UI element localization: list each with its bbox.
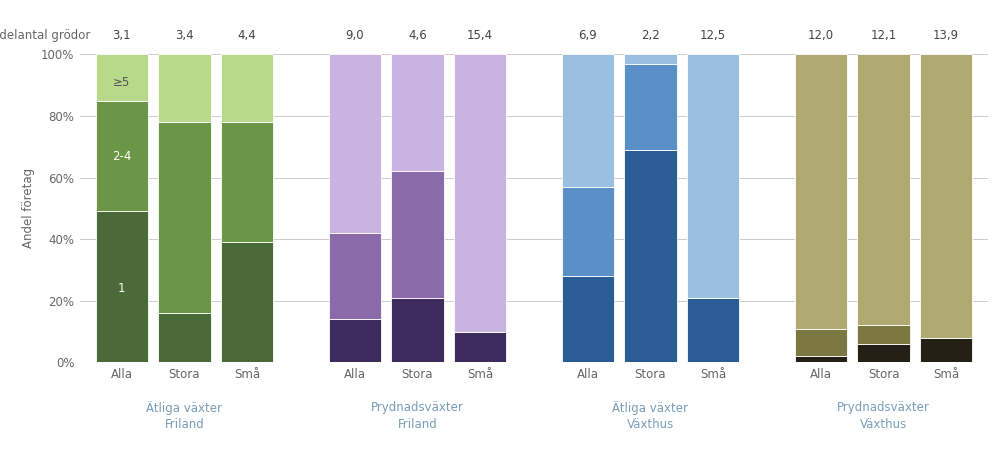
Bar [687,298,740,362]
Bar [158,313,211,362]
Bar [624,63,677,150]
Text: Friland: Friland [165,418,205,431]
Bar [221,122,273,242]
Bar [920,338,972,362]
Text: 4,6: 4,6 [408,29,427,42]
Bar [562,187,614,276]
Text: 4,4: 4,4 [238,29,256,42]
Bar [857,344,910,362]
Text: Friland: Friland [397,418,437,431]
Bar [328,319,381,362]
Bar [328,54,381,233]
Bar [391,54,444,171]
Bar [96,54,148,101]
Text: Ätliga växter: Ätliga växter [613,401,689,415]
Text: 1: 1 [118,282,126,295]
Text: 3,4: 3,4 [175,29,194,42]
Bar [794,54,847,328]
Text: Medelantal grödor: Medelantal grödor [0,29,91,42]
Bar [391,171,444,298]
Bar [624,150,677,362]
Bar [221,54,273,122]
Bar [158,54,211,122]
Bar [158,122,211,313]
Bar [96,212,148,362]
Text: 12,0: 12,0 [808,29,834,42]
Text: 3,1: 3,1 [113,29,131,42]
Text: 12,5: 12,5 [700,29,727,42]
Text: 15,4: 15,4 [467,29,493,42]
Text: Växthus: Växthus [860,418,907,431]
Text: 12,1: 12,1 [870,29,896,42]
Text: 2-4: 2-4 [112,149,132,163]
Text: Växthus: Växthus [627,418,674,431]
Text: 2,2: 2,2 [641,29,660,42]
Text: ≥5: ≥5 [113,76,131,89]
Bar [454,54,506,332]
Text: 9,0: 9,0 [345,29,364,42]
Text: 13,9: 13,9 [933,29,959,42]
Bar [624,54,677,63]
Bar [328,233,381,319]
Bar [454,332,506,362]
Bar [920,54,972,338]
Bar [562,54,614,187]
Bar [562,276,614,362]
Bar [794,356,847,362]
Bar [221,242,273,362]
Y-axis label: Andel företag: Andel företag [22,169,35,248]
Bar [794,328,847,356]
Bar [391,298,444,362]
Bar [857,54,910,325]
Text: 6,9: 6,9 [579,29,597,42]
Bar [857,325,910,344]
Text: Prydnadsväxter: Prydnadsväxter [837,401,930,414]
Bar [687,54,740,298]
Text: Prydnadsväxter: Prydnadsväxter [371,401,464,414]
Bar [96,101,148,212]
Text: Ätliga växter: Ätliga växter [147,401,223,415]
